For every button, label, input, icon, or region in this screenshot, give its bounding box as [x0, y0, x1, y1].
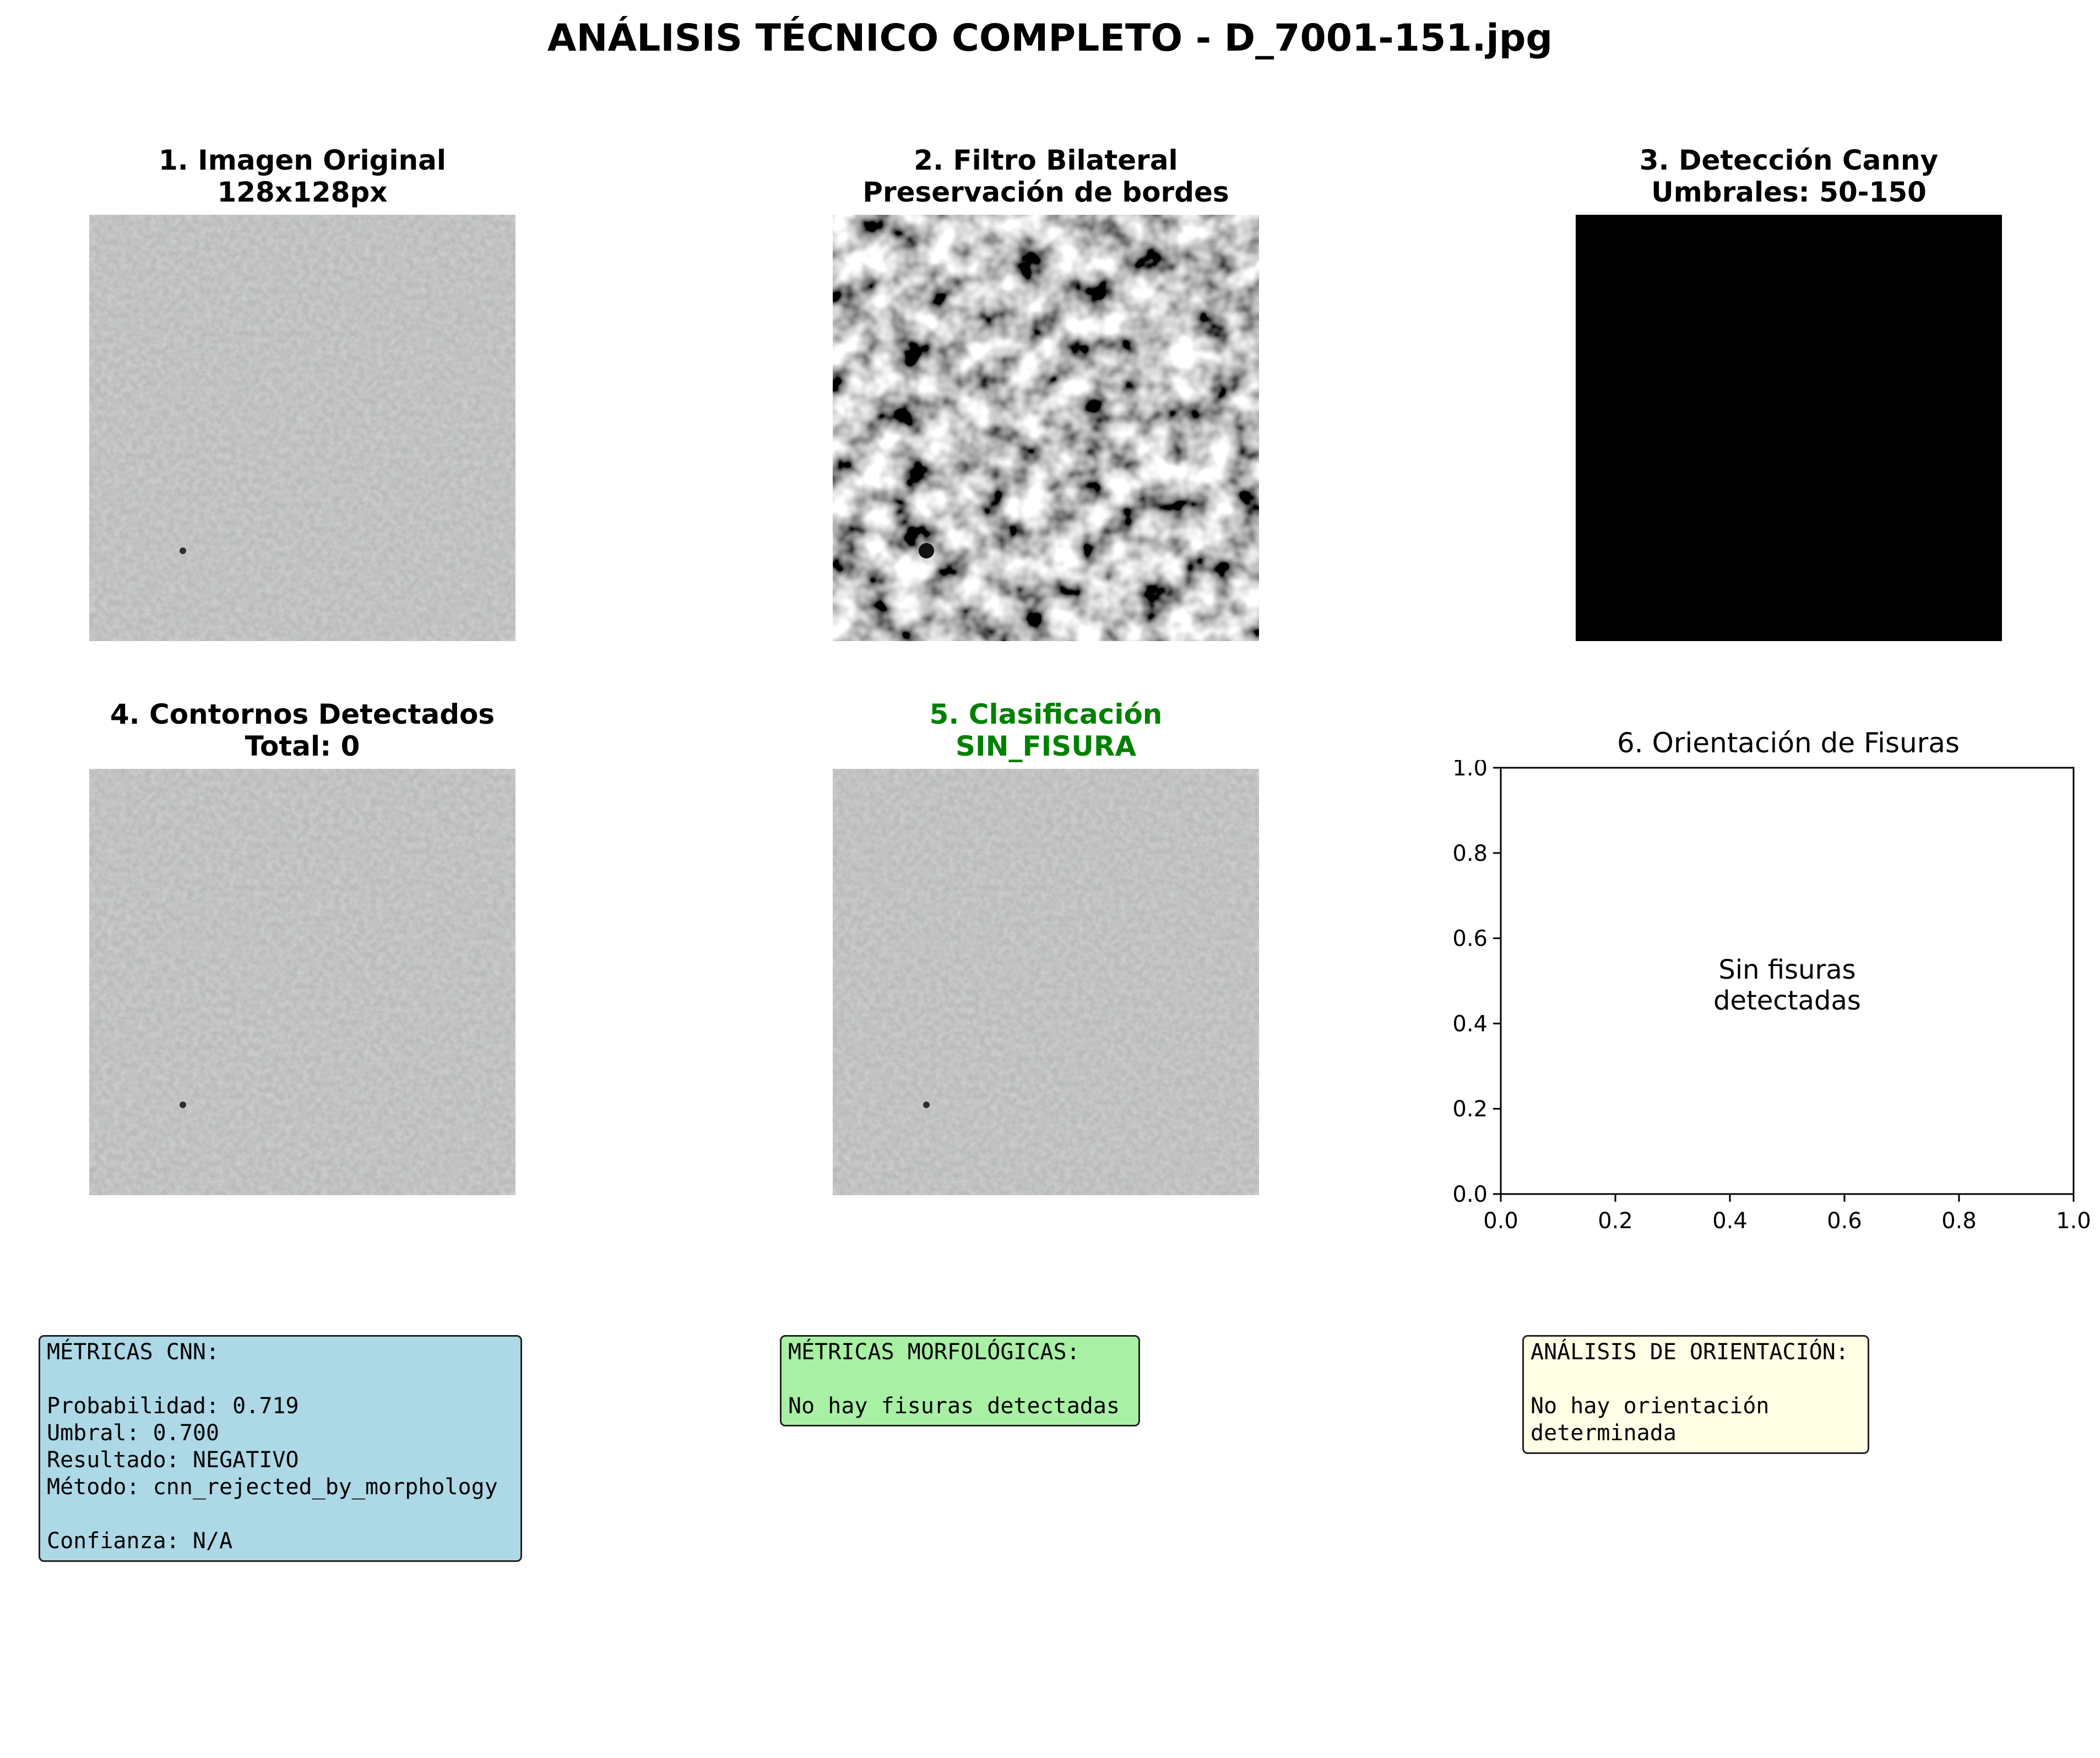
- panel-2-title-line1: 2. Filtro Bilateral: [914, 144, 1178, 176]
- panel-5-title-line2: SIN_FISURA: [955, 730, 1137, 762]
- orientation-chart-title: 6. Orientación de Fisuras: [1616, 727, 1960, 759]
- canny-edges-image: [1576, 215, 2002, 641]
- y-tick-label: 0.4: [1452, 1011, 1488, 1037]
- original-image: [89, 215, 515, 641]
- contours-image: [89, 769, 515, 1195]
- y-tick-label: 0.8: [1452, 841, 1488, 866]
- panel-1-title-line1: 1. Imagen Original: [158, 144, 447, 176]
- panel-2-title: 2. Filtro Bilateral Preservación de bord…: [833, 144, 1259, 208]
- y-tick-label: 1.0: [1452, 760, 1488, 781]
- x-tick-label: 0.4: [1712, 1208, 1748, 1234]
- y-tick-label: 0.2: [1452, 1097, 1488, 1122]
- bilateral-filter-texture: [833, 215, 1259, 641]
- y-tick-label: 0.0: [1452, 1182, 1488, 1207]
- chart-annotation-line1: Sin fisuras: [1718, 954, 1855, 985]
- contours-image-texture: [89, 769, 515, 1195]
- x-tick-label: 0.6: [1827, 1208, 1862, 1234]
- panel-2-title-line2: Preservación de bordes: [862, 176, 1229, 208]
- panel-5-title-line1: 5. Clasificación: [929, 698, 1163, 730]
- cnn-metrics-box: MÉTRICAS CNN: Probabilidad: 0.719 Umbral…: [39, 1335, 522, 1562]
- chart-annotation-line2: detectadas: [1713, 985, 1861, 1016]
- panel-4-title-line2: Total: 0: [245, 730, 360, 762]
- x-tick-label: 1.0: [2056, 1208, 2091, 1234]
- panel-3-title-line1: 3. Detección Canny: [1639, 144, 1939, 176]
- orientation-chart: 0.0 0.2 0.4 0.6 0.8 1.0 0.0 0.2 0.4 0.6 0.8 1.0 Sin…: [1452, 760, 2091, 1234]
- classification-image-texture: [833, 769, 1259, 1195]
- plot-frame: [1500, 767, 2075, 1195]
- panel-3-title: 3. Detección Canny Umbrales: 50-150: [1576, 144, 2002, 208]
- panel-5-title: 5. Clasificación SIN_FISURA: [833, 698, 1259, 762]
- figure-title: ANÁLISIS TÉCNICO COMPLETO - D_7001-151.j…: [547, 17, 1553, 60]
- y-tick-label: 0.6: [1452, 926, 1488, 952]
- x-tick-label: 0.8: [1941, 1208, 1977, 1234]
- orientation-analysis-box: ANÁLISIS DE ORIENTACIÓN: No hay orientac…: [1522, 1335, 1869, 1454]
- classification-image: [833, 769, 1259, 1195]
- x-tick-label: 0.2: [1598, 1208, 1633, 1234]
- panel-4-title: 4. Contornos Detectados Total: 0: [89, 698, 515, 762]
- panel-4-title-line1: 4. Contornos Detectados: [110, 698, 495, 730]
- panel-1-title-line2: 128x128px: [217, 176, 388, 208]
- morphology-metrics-box: MÉTRICAS MORFOLÓGICAS: No hay fisuras de…: [780, 1335, 1140, 1426]
- panel-3-title-line2: Umbrales: 50-150: [1651, 176, 1927, 208]
- x-tick-label: 0.0: [1483, 1208, 1518, 1234]
- panel-1-title: 1. Imagen Original 128x128px: [89, 144, 515, 208]
- bilateral-filter-image: [833, 215, 1259, 641]
- original-image-texture: [89, 215, 515, 641]
